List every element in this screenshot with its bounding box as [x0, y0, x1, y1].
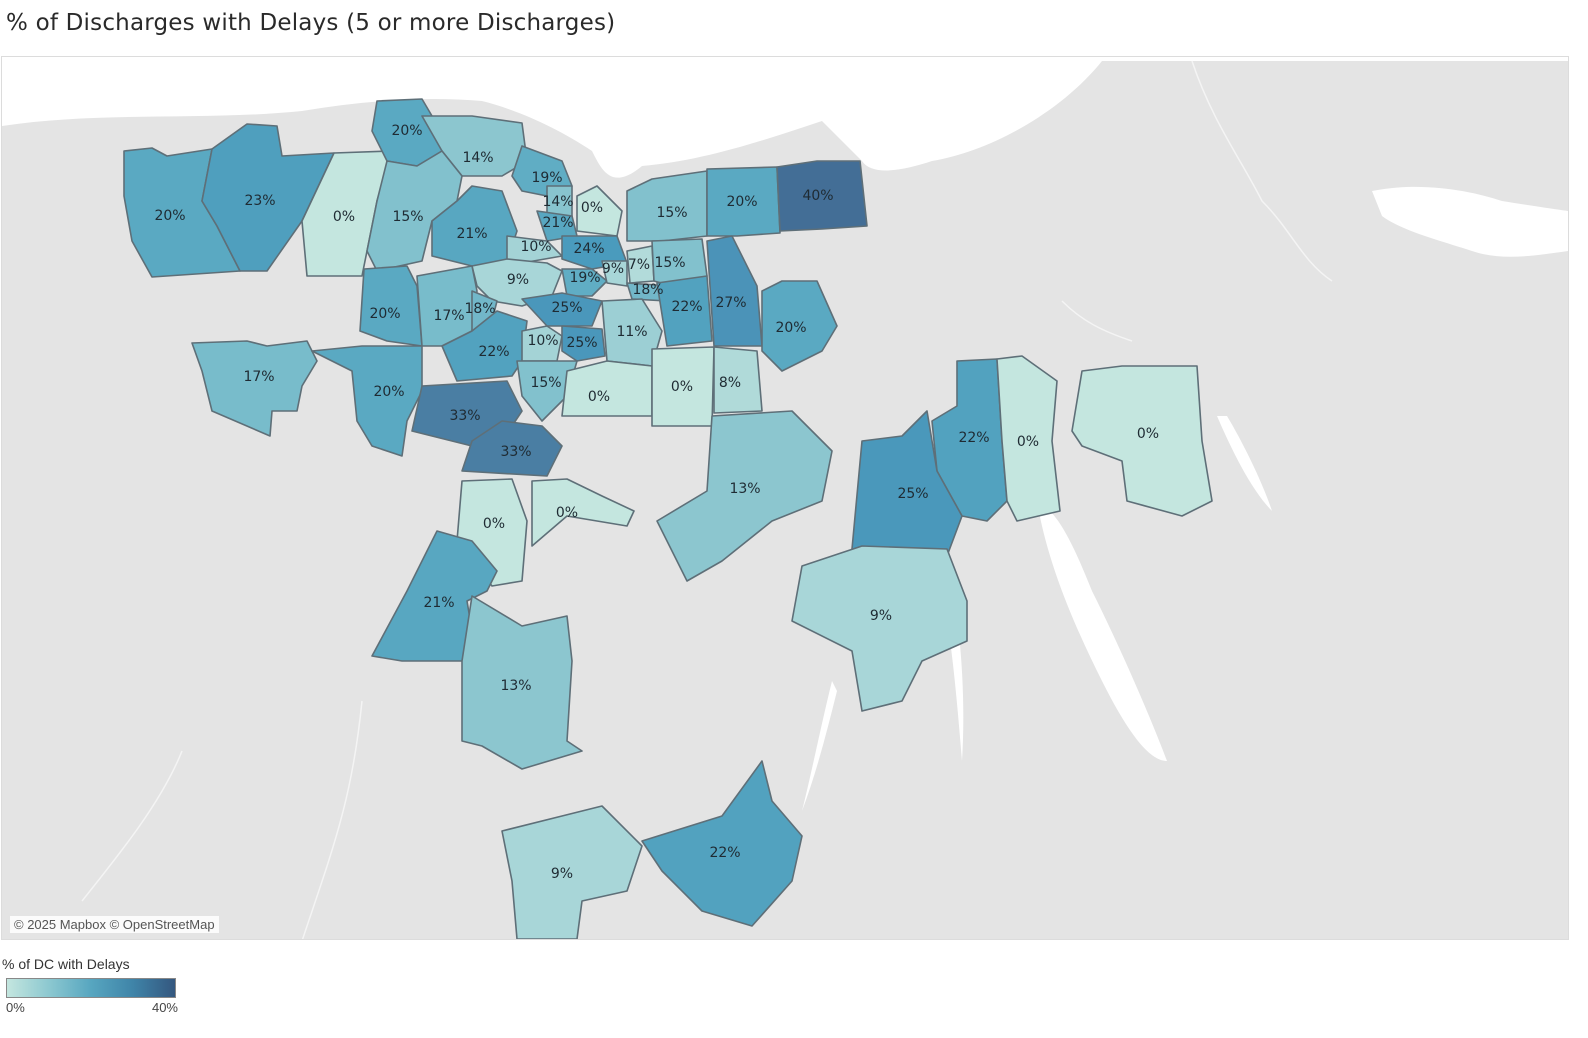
region-0e[interactable] — [996, 355, 1061, 522]
region-15d[interactable] — [516, 360, 578, 422]
region-9d[interactable] — [501, 805, 643, 939]
legend-max-label: 40% — [151, 1000, 178, 1015]
region-20d[interactable] — [359, 265, 423, 347]
region-7[interactable] — [626, 245, 655, 284]
region-19b[interactable] — [561, 268, 608, 297]
region-8[interactable] — [713, 346, 763, 414]
region-20e[interactable] — [761, 280, 838, 372]
region-40[interactable] — [776, 160, 868, 232]
page-title: % of Discharges with Delays (5 or more D… — [6, 10, 616, 36]
legend-title: % of DC with Delays — [2, 956, 130, 972]
region-33b[interactable] — [461, 420, 563, 477]
region-10a[interactable] — [506, 235, 563, 264]
region-13a[interactable] — [656, 410, 833, 582]
region-13b[interactable] — [461, 595, 583, 770]
region-22d[interactable] — [641, 760, 803, 927]
region-20c[interactable] — [706, 166, 781, 237]
region-0f[interactable] — [1071, 365, 1213, 517]
legend-gradient-bar — [6, 978, 176, 998]
region-25b[interactable] — [561, 325, 606, 362]
region-0b[interactable] — [576, 185, 623, 237]
region-9b[interactable] — [601, 260, 628, 287]
region-0c[interactable] — [561, 360, 653, 417]
region-22a[interactable] — [656, 275, 713, 347]
region-9c[interactable] — [791, 545, 968, 712]
choropleth-map[interactable]: 20% 23% 0% 20% 14% 15% 21% 19% 14% 0% 21% 10% 24% 15%… — [1, 56, 1569, 940]
region-15b[interactable] — [626, 170, 708, 242]
region-14b[interactable] — [546, 185, 573, 217]
map-canvas[interactable]: 20%23%0%20%14%15%21%19%14% 0%21%10% 24%15%… — [2, 57, 1568, 939]
region-0h[interactable] — [531, 478, 635, 547]
region-25a[interactable] — [521, 292, 603, 327]
region-20f[interactable] — [311, 345, 423, 457]
color-legend: % of DC with Delays 0% 40% — [2, 956, 178, 1015]
region-10b[interactable] — [521, 325, 563, 362]
map-attribution[interactable]: © 2025 Mapbox © OpenStreetMap — [10, 916, 219, 933]
river-layer — [81, 60, 1333, 939]
legend-ticks: 0% 40% — [6, 1000, 178, 1015]
region-17b[interactable] — [191, 340, 318, 437]
legend-min-label: 0% — [6, 1000, 25, 1015]
region-0d[interactable] — [651, 346, 715, 427]
region-27[interactable] — [706, 235, 763, 347]
region-layer — [123, 98, 1213, 939]
